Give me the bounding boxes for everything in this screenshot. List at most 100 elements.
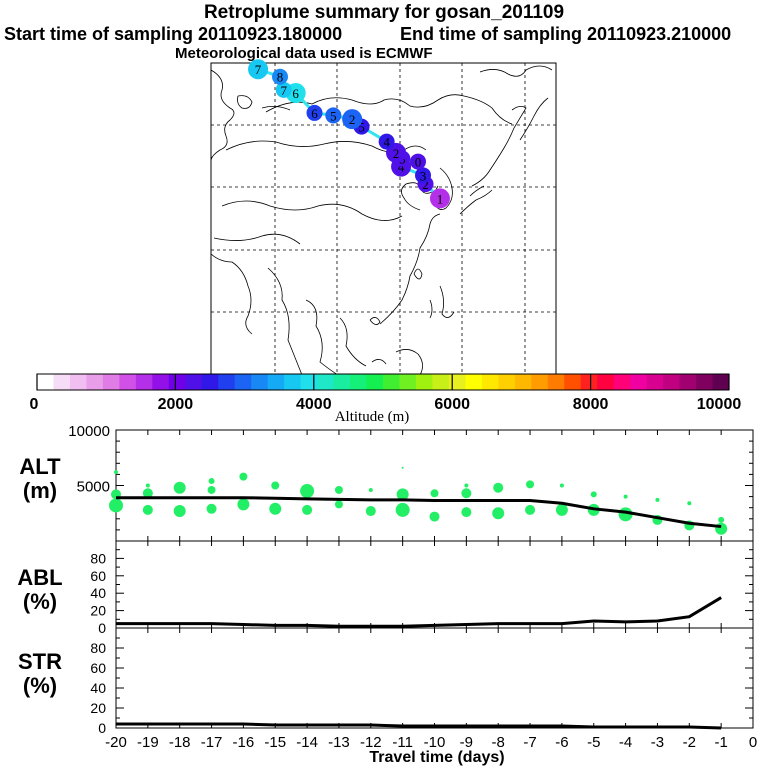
x-tick-label: -3 (651, 734, 664, 751)
x-tick-label: -12 (360, 734, 382, 751)
colorbar-swatch (498, 374, 516, 390)
trajectory-point-label: 8 (277, 70, 284, 85)
trajectory-point-label: 4 (398, 160, 405, 175)
x-tick-label: 0 (749, 734, 757, 751)
x-tick-label: -1 (714, 734, 727, 751)
colorbar-swatch (53, 374, 71, 390)
trajectory-point-label: 6 (311, 106, 318, 121)
colorbar-swatch (333, 374, 351, 390)
y-tick-label: 60 (90, 660, 106, 676)
alt-particle-point (365, 506, 376, 517)
str-line (116, 722, 722, 730)
trajectory-point-label: 2 (349, 112, 356, 127)
alt-particle-point (525, 504, 536, 515)
alt-particle-point (687, 501, 692, 506)
trajectory-point-label: 7 (281, 83, 288, 98)
trajectory-point (429, 188, 450, 209)
x-tick-label: -13 (328, 734, 350, 751)
trajectory-point (248, 59, 269, 80)
alt-particle-point (208, 478, 215, 485)
abl-line (116, 596, 722, 628)
colorbar-swatch (712, 374, 730, 390)
colorbar-swatch (696, 374, 714, 390)
trajectory-point-label: 4 (383, 135, 390, 150)
alt-particle-point (526, 480, 535, 489)
str-label-unit: (%) (22, 673, 58, 698)
alt-particle-point (237, 498, 250, 511)
trajectory-point-label: 5 (330, 108, 337, 123)
alt-particle-point (269, 502, 282, 515)
alt-particle-point (555, 503, 568, 516)
alt-particle-point (173, 481, 186, 494)
colorbar-swatch (597, 374, 615, 390)
alt-particle-point (114, 470, 118, 475)
trajectory-point (415, 167, 432, 184)
alt-panel-label: ALT (m) (12, 455, 68, 503)
alt-particle-point (271, 481, 280, 490)
colorbar-swatch (448, 374, 466, 390)
alt-particle-point (623, 494, 628, 499)
end-time: End time of sampling 20110923.210000 (400, 24, 732, 44)
y-tick-label: 20 (90, 603, 106, 619)
trajectory-point-label: 5 (358, 120, 365, 135)
colorbar-tick-label: 4000 (296, 396, 332, 413)
str-panel-label: STR (%) (12, 650, 68, 698)
x-tick-label: -10 (424, 734, 446, 751)
x-tick-label: -14 (296, 734, 318, 751)
altitude-colorbar (36, 373, 730, 391)
colorbar-swatch (383, 374, 400, 390)
trajectory-point (275, 81, 292, 98)
x-tick-label: -2 (683, 734, 696, 751)
colorbar-swatch (317, 374, 335, 390)
chart-title: Retroplume summary for gosan_201109 (203, 2, 565, 23)
colorbar-swatch (102, 374, 120, 390)
trajectory-point (410, 153, 426, 170)
alt-median-line (116, 496, 722, 529)
colorbar-tick-label: 0 (29, 396, 39, 413)
colorbar-swatch (481, 374, 499, 390)
colorbar-swatch (218, 374, 236, 390)
colorbar-tick-label: 8000 (572, 396, 609, 413)
x-tick-label: -15 (264, 734, 286, 751)
panel-frame (115, 627, 754, 729)
map-panel: 1234032452566787 (210, 59, 557, 376)
alt-particle-point (715, 522, 728, 535)
x-tick-label: -9 (460, 734, 473, 751)
alt-particle-point (590, 491, 597, 498)
trajectory-points: 1234032452566787 (248, 59, 450, 209)
colorbar-swatch (580, 374, 598, 390)
y-tick-label: 10000 (68, 423, 110, 440)
alt-particle-point (142, 488, 153, 499)
alt-particle-point (559, 483, 564, 488)
trajectory-point-label: 3 (420, 168, 427, 183)
x-tick-label: -11 (392, 734, 413, 751)
colorbar-swatch (284, 374, 302, 390)
alt-particle-point (396, 488, 409, 501)
alt-particle-point (464, 483, 469, 488)
colorbar-title: Altitude (m) (334, 409, 410, 425)
alt-particle-point (145, 483, 150, 488)
x-tick-label: -8 (492, 734, 505, 751)
colorbar-swatch (366, 374, 384, 390)
colorbar-swatch (350, 374, 368, 390)
alt-particle-point (142, 504, 153, 515)
alt-particle-point (368, 487, 373, 492)
abl-label-name: ABL (17, 565, 63, 590)
alt-particle-point (430, 489, 439, 498)
colorbar-swatch (69, 374, 87, 390)
colorbar-swatch (415, 374, 433, 390)
colorbar-tick-label: 2000 (157, 396, 194, 413)
y-tick-label: 80 (90, 640, 106, 656)
colorbar-swatch (399, 374, 417, 390)
alt-particle-point (655, 497, 660, 502)
start-time: Start time of sampling 20110923.180000 (4, 24, 343, 44)
x-tick-label: -17 (201, 734, 223, 751)
alt-particle-point (493, 482, 504, 493)
colorbar-swatch (119, 374, 137, 390)
y-tick-label: 5000 (77, 479, 110, 496)
colorbar-swatch (267, 374, 285, 390)
colorbar-swatch (564, 374, 582, 390)
trajectory-point (325, 107, 342, 124)
trajectory-point (306, 104, 323, 121)
